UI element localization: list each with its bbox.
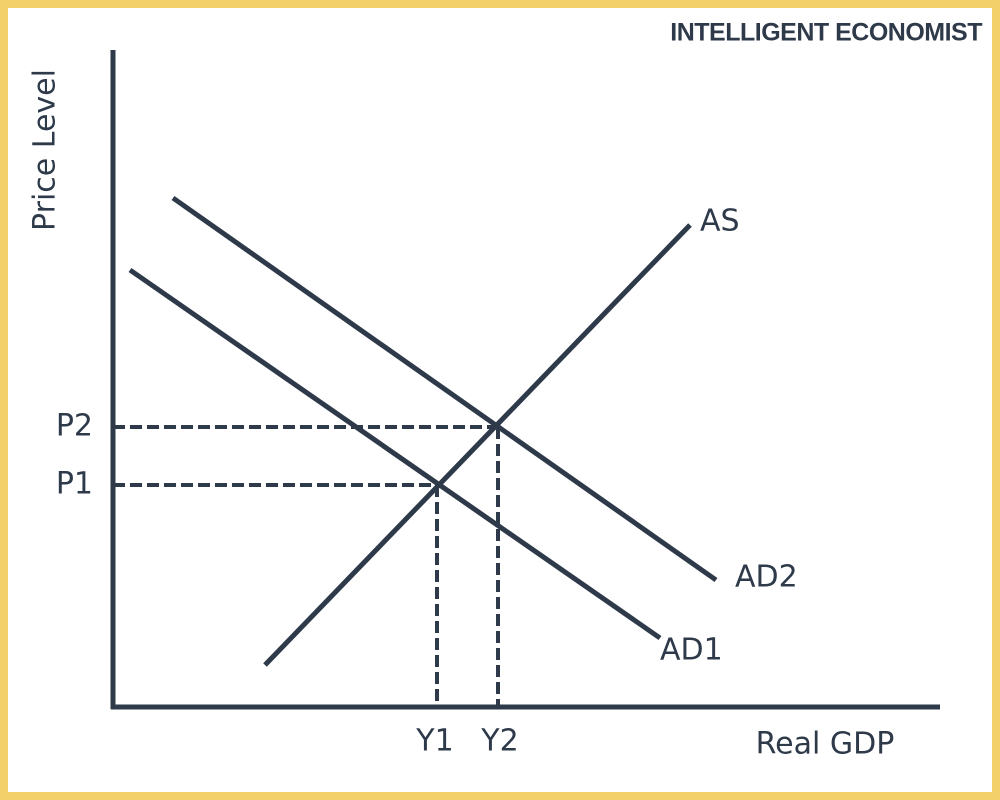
ad2-label: AD2 xyxy=(735,560,798,595)
y2-label: Y2 xyxy=(480,724,518,759)
ad2-curve xyxy=(171,195,718,583)
brand: INTELLIGENT ECONOMIST xyxy=(670,19,982,47)
p2-label: P2 xyxy=(56,409,93,444)
x-axis-label: Real GDP xyxy=(756,727,895,762)
y-axis-label: Price Level xyxy=(28,69,63,231)
ad1-label: AD1 xyxy=(660,633,723,668)
y1-label: Y1 xyxy=(415,724,453,759)
as-label: AS xyxy=(700,204,740,239)
ad1-curve xyxy=(128,267,662,641)
as-curve xyxy=(263,223,692,667)
p1-label: P1 xyxy=(56,467,93,502)
